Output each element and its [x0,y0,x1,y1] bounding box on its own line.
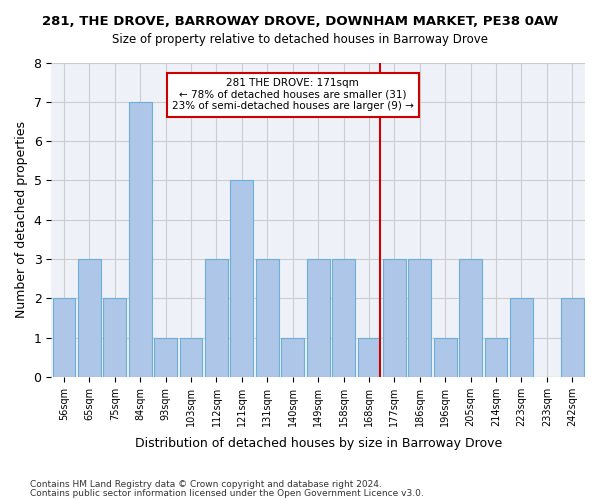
Bar [179,338,202,377]
Bar [281,338,304,377]
Bar [103,298,126,377]
Text: Contains public sector information licensed under the Open Government Licence v3: Contains public sector information licen… [30,488,424,498]
Text: 281 THE DROVE: 171sqm
← 78% of detached houses are smaller (31)
23% of semi-deta: 281 THE DROVE: 171sqm ← 78% of detached … [172,78,413,112]
Bar [256,259,279,377]
Bar [78,259,101,377]
Bar [154,338,177,377]
Bar [409,259,431,377]
Text: Contains HM Land Registry data © Crown copyright and database right 2024.: Contains HM Land Registry data © Crown c… [30,480,382,489]
Bar [53,298,76,377]
Bar [459,259,482,377]
Bar [205,259,228,377]
Bar [561,298,584,377]
Text: 281, THE DROVE, BARROWAY DROVE, DOWNHAM MARKET, PE38 0AW: 281, THE DROVE, BARROWAY DROVE, DOWNHAM … [42,15,558,28]
Bar [510,298,533,377]
Bar [307,259,329,377]
Bar [332,259,355,377]
Bar [129,102,152,377]
Text: Size of property relative to detached houses in Barroway Drove: Size of property relative to detached ho… [112,32,488,46]
Bar [434,338,457,377]
Bar [358,338,380,377]
X-axis label: Distribution of detached houses by size in Barroway Drove: Distribution of detached houses by size … [134,437,502,450]
Y-axis label: Number of detached properties: Number of detached properties [15,121,28,318]
Bar [230,180,253,377]
Bar [485,338,508,377]
Bar [383,259,406,377]
